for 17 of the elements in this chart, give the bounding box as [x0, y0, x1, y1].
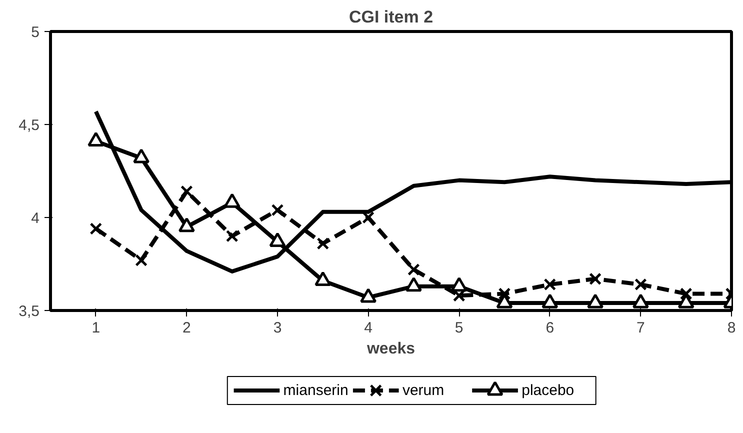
y-tick-label: 5 — [31, 24, 40, 41]
y-tick-label: 4,5 — [18, 117, 40, 134]
x-tick-label: 7 — [636, 320, 645, 336]
x-tick-label: 1 — [92, 320, 100, 336]
x-tick-label: 6 — [546, 320, 554, 336]
y-tick-label: 4 — [31, 210, 40, 227]
chart-title: CGI item 2 — [348, 8, 434, 26]
y-tick-label: 3,5 — [18, 303, 40, 320]
x-tick-label: 8 — [727, 320, 736, 336]
x-tick-label: 3 — [273, 320, 282, 336]
legend-label: mianserin — [283, 382, 348, 399]
x-tick-label: 4 — [364, 320, 372, 336]
legend-label: placebo — [522, 382, 574, 399]
x-tick-label: 2 — [182, 320, 191, 336]
legend-label: verum — [402, 382, 444, 399]
x-axis-title: weeks — [366, 340, 416, 358]
x-tick-label: 5 — [454, 320, 464, 336]
